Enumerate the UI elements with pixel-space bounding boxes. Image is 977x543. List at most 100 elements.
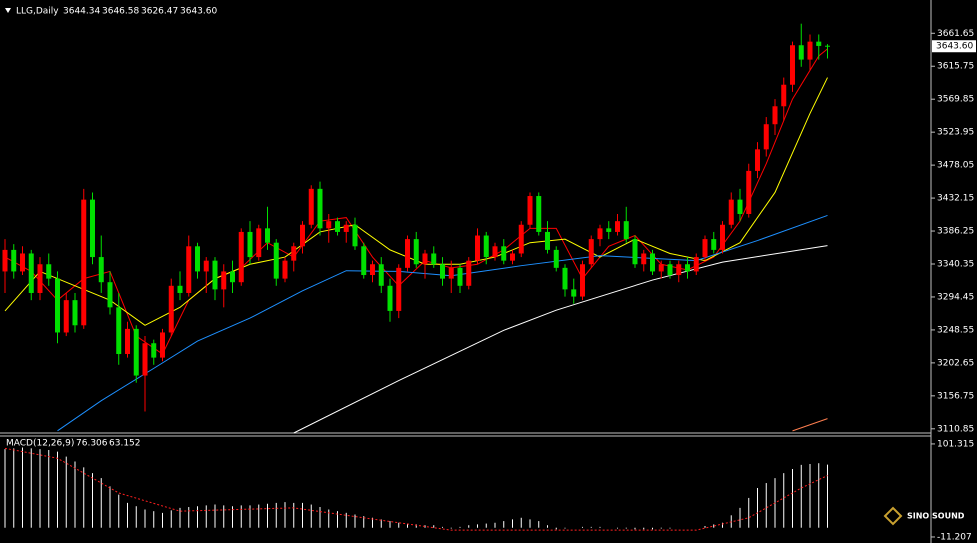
candle-body bbox=[457, 267, 463, 286]
y-tick-label: 3432.15 bbox=[937, 194, 974, 204]
candle-body bbox=[562, 267, 568, 290]
candle-body bbox=[492, 246, 498, 258]
y-tick-label: 3110.85 bbox=[937, 424, 974, 434]
candle-body bbox=[431, 253, 437, 265]
candle-body bbox=[597, 228, 603, 240]
candle-body bbox=[623, 221, 629, 240]
candle-body bbox=[125, 328, 130, 355]
candle-body bbox=[282, 260, 288, 279]
high-label: 3646.58 bbox=[102, 7, 139, 17]
candle-body bbox=[553, 249, 559, 268]
candle-body bbox=[790, 45, 795, 85]
candle-body bbox=[230, 271, 235, 283]
y-tick-label: 3661.65 bbox=[937, 29, 974, 39]
candle-body bbox=[606, 228, 612, 232]
candle-body bbox=[667, 264, 673, 276]
candle-body bbox=[720, 224, 725, 250]
candle-body bbox=[238, 231, 244, 283]
moving-average bbox=[293, 245, 828, 434]
candle-body bbox=[317, 188, 323, 229]
candle-body bbox=[343, 224, 349, 232]
candle-body bbox=[510, 253, 515, 261]
y-tick-label: -11.207 bbox=[937, 532, 972, 542]
candle-body bbox=[571, 289, 577, 297]
candle-body bbox=[413, 239, 419, 265]
menu-icon[interactable] bbox=[5, 8, 11, 13]
candle-body bbox=[746, 170, 752, 214]
candle-body bbox=[300, 224, 305, 247]
candle-body bbox=[291, 246, 297, 261]
candle-body bbox=[772, 106, 778, 125]
candle-body bbox=[168, 285, 174, 333]
close-label: 3643.60 bbox=[180, 7, 217, 17]
candle-body bbox=[728, 199, 734, 225]
y-tick-label: 3340.35 bbox=[937, 260, 974, 270]
candle-body bbox=[518, 224, 524, 254]
candle-body bbox=[440, 264, 445, 279]
candle-body bbox=[387, 285, 393, 311]
candle-body bbox=[448, 267, 454, 279]
candle-body bbox=[545, 231, 550, 250]
signal-value: 63.152 bbox=[109, 439, 141, 449]
candle-body bbox=[658, 264, 664, 272]
candle-body bbox=[763, 124, 769, 150]
candle-body bbox=[28, 253, 34, 293]
candle-body bbox=[81, 199, 87, 326]
candle-body bbox=[475, 235, 480, 261]
candle-body bbox=[580, 264, 585, 297]
y-tick-label: 101.315 bbox=[937, 439, 974, 449]
candle-body bbox=[11, 249, 17, 272]
candle-body bbox=[650, 253, 655, 272]
candle-body bbox=[641, 253, 647, 265]
candle-body bbox=[352, 224, 358, 247]
logo-icon bbox=[883, 506, 903, 526]
candle-body bbox=[737, 199, 743, 214]
candle-body bbox=[98, 257, 104, 283]
candle-body bbox=[308, 188, 314, 225]
candle-body bbox=[588, 239, 594, 265]
y-tick-label: 3615.75 bbox=[937, 62, 974, 72]
candle-body bbox=[142, 343, 148, 376]
candle-body bbox=[615, 221, 620, 232]
candle-body bbox=[37, 264, 43, 293]
candle-body bbox=[702, 239, 708, 258]
candle-body bbox=[527, 196, 533, 225]
candle-body bbox=[798, 45, 804, 60]
y-tick-label: 3156.75 bbox=[937, 391, 974, 401]
candle-body bbox=[2, 249, 8, 272]
macd-label: MACD(12,26,9) bbox=[6, 439, 74, 449]
candle-body bbox=[90, 199, 95, 258]
candle-body bbox=[133, 328, 139, 376]
candle-body bbox=[46, 264, 52, 279]
candle-body bbox=[755, 149, 760, 171]
candle-body bbox=[483, 235, 489, 258]
candle-body bbox=[107, 282, 113, 308]
candle-body bbox=[186, 246, 192, 293]
candle-body bbox=[212, 260, 218, 290]
candle-body bbox=[825, 45, 830, 47]
macd-signal bbox=[4, 447, 828, 531]
y-tick-label: 3248.55 bbox=[937, 325, 974, 335]
candle-body bbox=[221, 271, 227, 290]
candle-body bbox=[55, 278, 60, 333]
candle-body bbox=[405, 239, 410, 268]
candle-body bbox=[20, 253, 25, 272]
candle-body bbox=[711, 239, 717, 250]
candle-body bbox=[466, 260, 472, 286]
candle-body bbox=[501, 246, 507, 261]
open-label: 3644.34 bbox=[63, 7, 100, 17]
candle-body bbox=[273, 242, 279, 279]
candle-body bbox=[632, 239, 638, 265]
y-tick-label: 3202.65 bbox=[937, 358, 974, 368]
candle-body bbox=[378, 264, 384, 286]
macd-value: 76.306 bbox=[76, 439, 108, 449]
candle-body bbox=[256, 228, 262, 258]
candle-body bbox=[816, 41, 822, 46]
candle-body bbox=[326, 221, 332, 229]
candle-body bbox=[685, 264, 690, 272]
candle-body bbox=[160, 332, 165, 358]
candle-body bbox=[116, 307, 122, 355]
candle-body bbox=[781, 84, 787, 107]
